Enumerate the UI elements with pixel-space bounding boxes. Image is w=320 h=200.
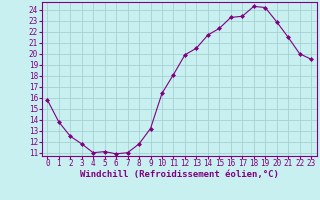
X-axis label: Windchill (Refroidissement éolien,°C): Windchill (Refroidissement éolien,°C): [80, 170, 279, 179]
